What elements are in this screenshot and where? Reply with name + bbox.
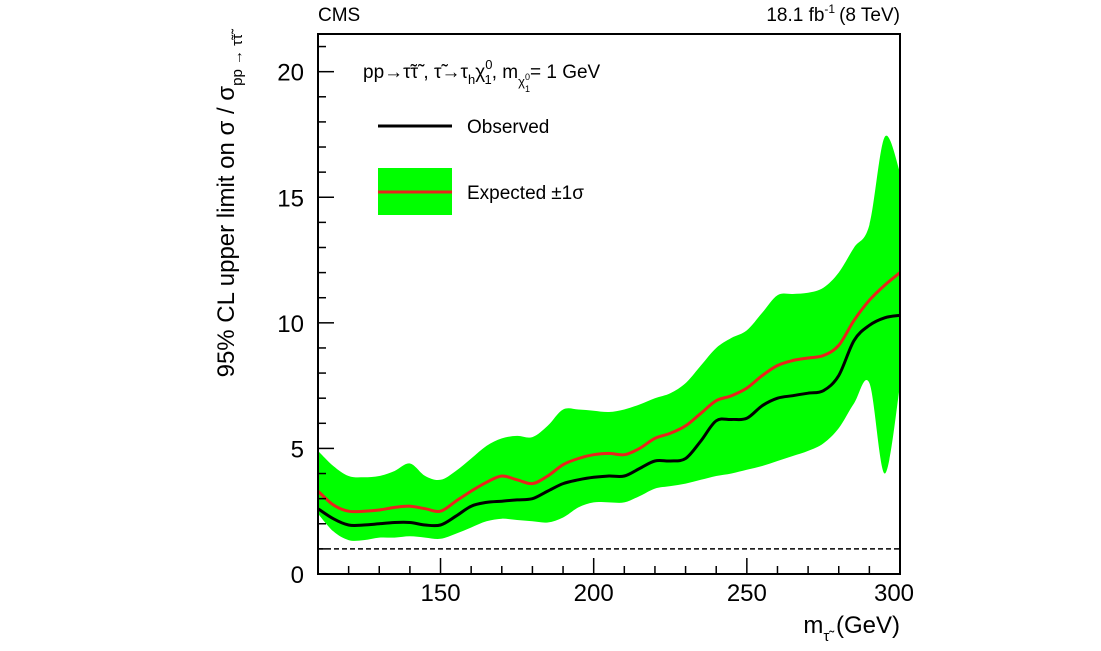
experiment-label: CMS — [318, 5, 360, 26]
luminosity-label: 18.1 fb-1 (8 TeV) — [766, 2, 900, 26]
y-tick-label: 10 — [277, 311, 304, 338]
x-axis-title: mτ̃ (GeV) — [803, 612, 900, 645]
x-tick-label: 150 — [421, 580, 461, 607]
y-tick-label: 5 — [291, 436, 304, 463]
x-tick-label: 300 — [874, 580, 914, 607]
plot-area — [316, 135, 901, 550]
x-tick-label: 250 — [727, 580, 767, 607]
legend-expected-label: Expected ±1σ — [467, 183, 584, 204]
legend-observed-label: Observed — [467, 117, 549, 138]
y-tick-label: 20 — [277, 60, 304, 87]
plot-frame — [317, 33, 901, 575]
x-axis: 150 200 250 300 — [317, 558, 914, 607]
y-axis-title: 95% CL upper limit on σ / σpp → τ̃τ̃ — [213, 28, 246, 377]
x-tick-label: 200 — [574, 580, 614, 607]
y-axis: 0 5 10 15 20 — [277, 45, 334, 589]
legend: pp→τ̃τ̃ , τ̃→τhχ0 1, mχ0 1= 1 GeV Observed… — [363, 57, 601, 215]
y-tick-label: 0 — [291, 562, 304, 589]
observed-limit-line — [317, 313, 901, 528]
expected-one-sigma-band — [318, 135, 900, 541]
y-tick-label: 15 — [277, 185, 304, 212]
expected-limit-line — [316, 271, 901, 514]
process-label: pp→τ̃τ̃ , τ̃→τhχ0 1, mχ0 1= 1 GeV — [363, 57, 601, 94]
